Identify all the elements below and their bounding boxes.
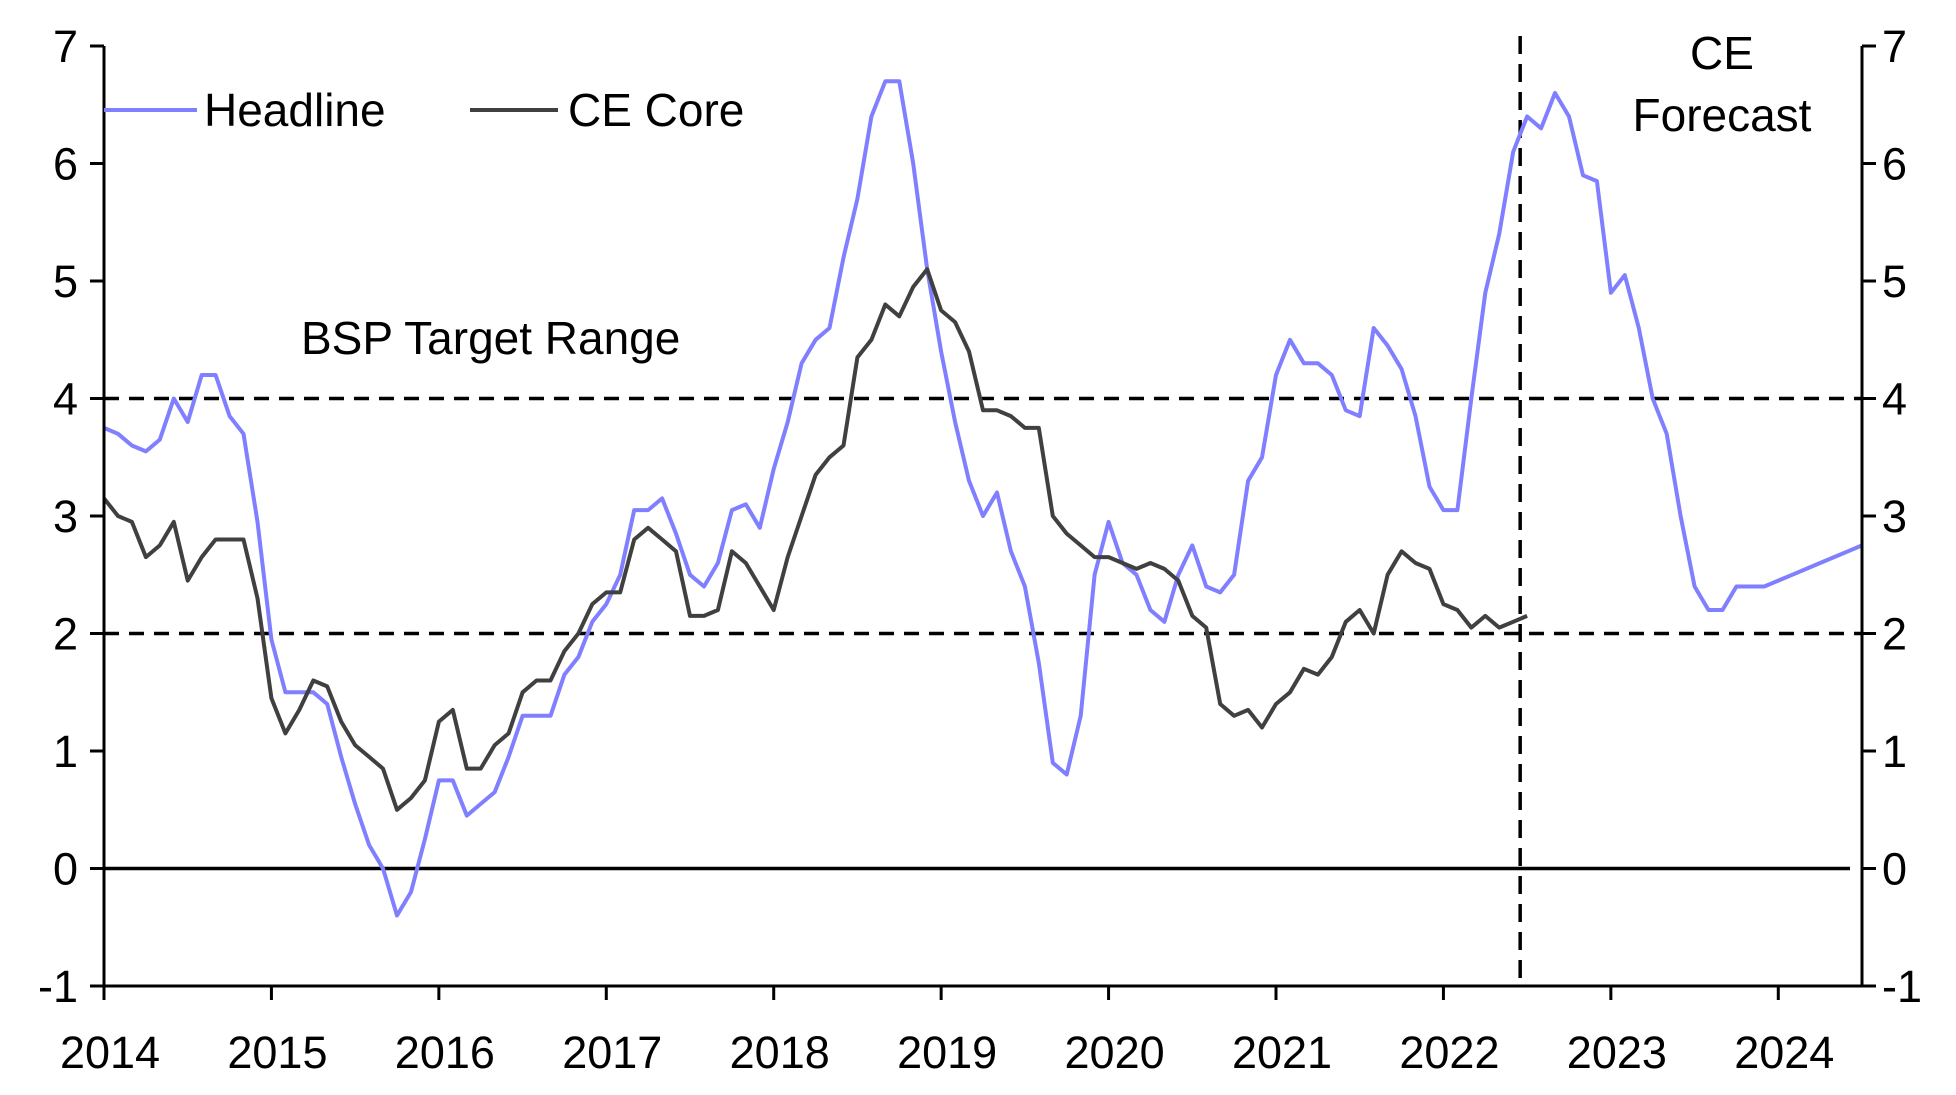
forecast-label-line1: CE xyxy=(1690,27,1754,79)
right-y-tick-label: 3 xyxy=(1882,491,1907,542)
left-y-tick-label: 5 xyxy=(53,256,78,307)
legend: Headline CE Core xyxy=(104,84,744,136)
right-y-tick-label: 0 xyxy=(1882,844,1907,895)
left-y-tick-label: 4 xyxy=(53,374,78,425)
left-y-tick-label: 2 xyxy=(53,609,78,660)
left-y-tick-label: 3 xyxy=(53,491,78,542)
left-y-tick-label: -1 xyxy=(38,961,78,1012)
x-tick-label: 2024 xyxy=(1734,1027,1834,1078)
right-y-tick-label: 4 xyxy=(1882,374,1907,425)
right-y-tick-label: 2 xyxy=(1882,609,1907,660)
x-tick-label: 2017 xyxy=(562,1027,662,1078)
tick-labels: -1 -1 0 0 1 1 2 2 3 3 4 4 5 5 6 6 7 7 2014 2015 2016 2017 2018… xyxy=(38,21,1922,1078)
right-y-tick-label: -1 xyxy=(1882,961,1922,1012)
target-range-label: BSP Target Range xyxy=(301,312,680,364)
series-lines xyxy=(102,79,1863,918)
x-tick-label: 2015 xyxy=(227,1027,327,1078)
x-tick-label: 2014 xyxy=(60,1027,160,1078)
right-y-tick-label: 6 xyxy=(1882,139,1907,190)
left-y-tick-label: 1 xyxy=(53,726,78,777)
x-tick-label: 2023 xyxy=(1567,1027,1667,1078)
legend-core-label: CE Core xyxy=(568,84,744,136)
legend-headline-label: Headline xyxy=(204,84,386,136)
x-tick-label: 2022 xyxy=(1399,1027,1499,1078)
left-y-tick-label: 0 xyxy=(53,844,78,895)
x-tick-label: 2018 xyxy=(730,1027,830,1078)
x-tick-label: 2019 xyxy=(897,1027,997,1078)
left-y-tick-label: 7 xyxy=(53,21,78,72)
forecast-label-line2: Forecast xyxy=(1633,89,1812,141)
series-line-headline xyxy=(103,79,1863,918)
reference-lines xyxy=(104,36,1862,986)
axes xyxy=(90,44,1876,1000)
series-line-ce-core xyxy=(102,267,1528,812)
x-tick-label: 2020 xyxy=(1065,1027,1165,1078)
right-y-tick-label: 5 xyxy=(1882,256,1907,307)
right-y-tick-label: 7 xyxy=(1882,21,1907,72)
left-y-tick-label: 6 xyxy=(53,139,78,190)
right-y-tick-label: 1 xyxy=(1882,726,1907,777)
x-tick-label: 2016 xyxy=(395,1027,495,1078)
x-tick-label: 2021 xyxy=(1232,1027,1332,1078)
